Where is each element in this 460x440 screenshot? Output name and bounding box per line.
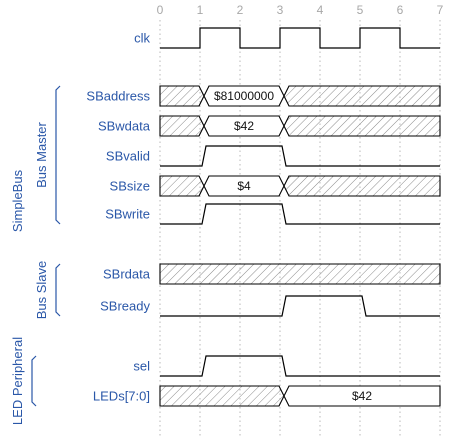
waveform-sbwdata: $42 bbox=[159, 115, 441, 137]
cycle-ticks: 0 1 2 3 4 5 6 7 bbox=[157, 3, 444, 17]
bus-value: $4 bbox=[237, 179, 251, 193]
value-segment bbox=[283, 385, 441, 407]
group-bracket-busmaster bbox=[55, 85, 61, 225]
group-busmaster: Bus Master bbox=[34, 85, 61, 225]
cycle-tick-5: 5 bbox=[357, 3, 364, 17]
waveform-sbwrite bbox=[160, 203, 440, 225]
group-ledperipheral: LED Peripheral bbox=[10, 337, 37, 425]
group-label-busslave: Bus Slave bbox=[34, 261, 49, 320]
undefined-segment bbox=[159, 263, 441, 285]
cycle-tick-6: 6 bbox=[397, 3, 404, 17]
cycle-tick-0: 0 bbox=[157, 3, 164, 17]
waveforms: $81000000 $42 $4 $42 bbox=[159, 27, 441, 407]
signal-label-sbvalid: SBvalid bbox=[106, 149, 150, 164]
signal-label-sbwrite: SBwrite bbox=[105, 207, 150, 222]
bit-trace bbox=[160, 355, 440, 377]
group-simplebus: SimpleBus bbox=[10, 169, 25, 232]
undefined-segment bbox=[159, 385, 285, 407]
group-bracket-busslave bbox=[55, 263, 61, 317]
undefined-segment bbox=[159, 115, 205, 137]
signal-label-sbwdata: SBwdata bbox=[98, 119, 151, 134]
cycle-tick-4: 4 bbox=[317, 3, 324, 17]
bus-value: $42 bbox=[352, 389, 372, 403]
bus-value: $81000000 bbox=[214, 89, 274, 103]
signal-label-sbready: SBready bbox=[100, 299, 150, 314]
group-label-ledperipheral: LED Peripheral bbox=[10, 337, 25, 425]
bus-value: $42 bbox=[234, 119, 254, 133]
waveform-sbsize: $4 bbox=[159, 175, 441, 197]
value-segment bbox=[203, 175, 285, 197]
undefined-segment bbox=[283, 85, 441, 107]
cycle-tick-1: 1 bbox=[197, 3, 204, 17]
bit-trace bbox=[160, 203, 440, 225]
value-segment bbox=[203, 115, 285, 137]
bit-trace bbox=[160, 145, 440, 167]
waveform-sbaddress: $81000000 bbox=[159, 85, 441, 107]
waveform-sbready bbox=[160, 295, 440, 317]
signal-label-leds: LEDs[7:0] bbox=[93, 389, 150, 404]
signal-label-sel: sel bbox=[133, 359, 150, 374]
waveform-sel bbox=[160, 355, 440, 377]
cycle-tick-7: 7 bbox=[437, 3, 444, 17]
waveform-sbvalid bbox=[160, 145, 440, 167]
group-bracket-ledperipheral bbox=[31, 355, 37, 407]
value-segment bbox=[203, 85, 285, 107]
cycle-tick-3: 3 bbox=[277, 3, 284, 17]
group-busslave: Bus Slave bbox=[34, 261, 61, 320]
cycle-tick-2: 2 bbox=[237, 3, 244, 17]
signal-label-sbaddress: SBaddress bbox=[86, 89, 150, 104]
waveform-sbrdata bbox=[159, 263, 441, 285]
waveform-clk bbox=[160, 27, 440, 49]
bit-trace bbox=[160, 295, 440, 317]
grid-lines bbox=[159, 20, 441, 436]
undefined-segment bbox=[159, 175, 205, 197]
group-label-busmaster: Bus Master bbox=[34, 121, 49, 187]
undefined-segment bbox=[159, 85, 205, 107]
signal-groups: SimpleBus Bus Master Bus Slave LED Peripher… bbox=[10, 85, 61, 425]
clock-trace bbox=[160, 27, 440, 49]
signal-labels: clk SBaddress SBwdata SBvalid SBsize SBwrite S… bbox=[86, 31, 150, 404]
undefined-segment bbox=[283, 115, 441, 137]
signal-label-sbrdata: SBrdata bbox=[103, 267, 151, 282]
signal-label-sbsize: SBsize bbox=[110, 179, 150, 194]
signal-label-clk: clk bbox=[134, 31, 150, 46]
undefined-segment bbox=[283, 175, 441, 197]
group-label-simplebus: SimpleBus bbox=[10, 169, 25, 232]
waveform-leds: $42 bbox=[159, 385, 441, 407]
